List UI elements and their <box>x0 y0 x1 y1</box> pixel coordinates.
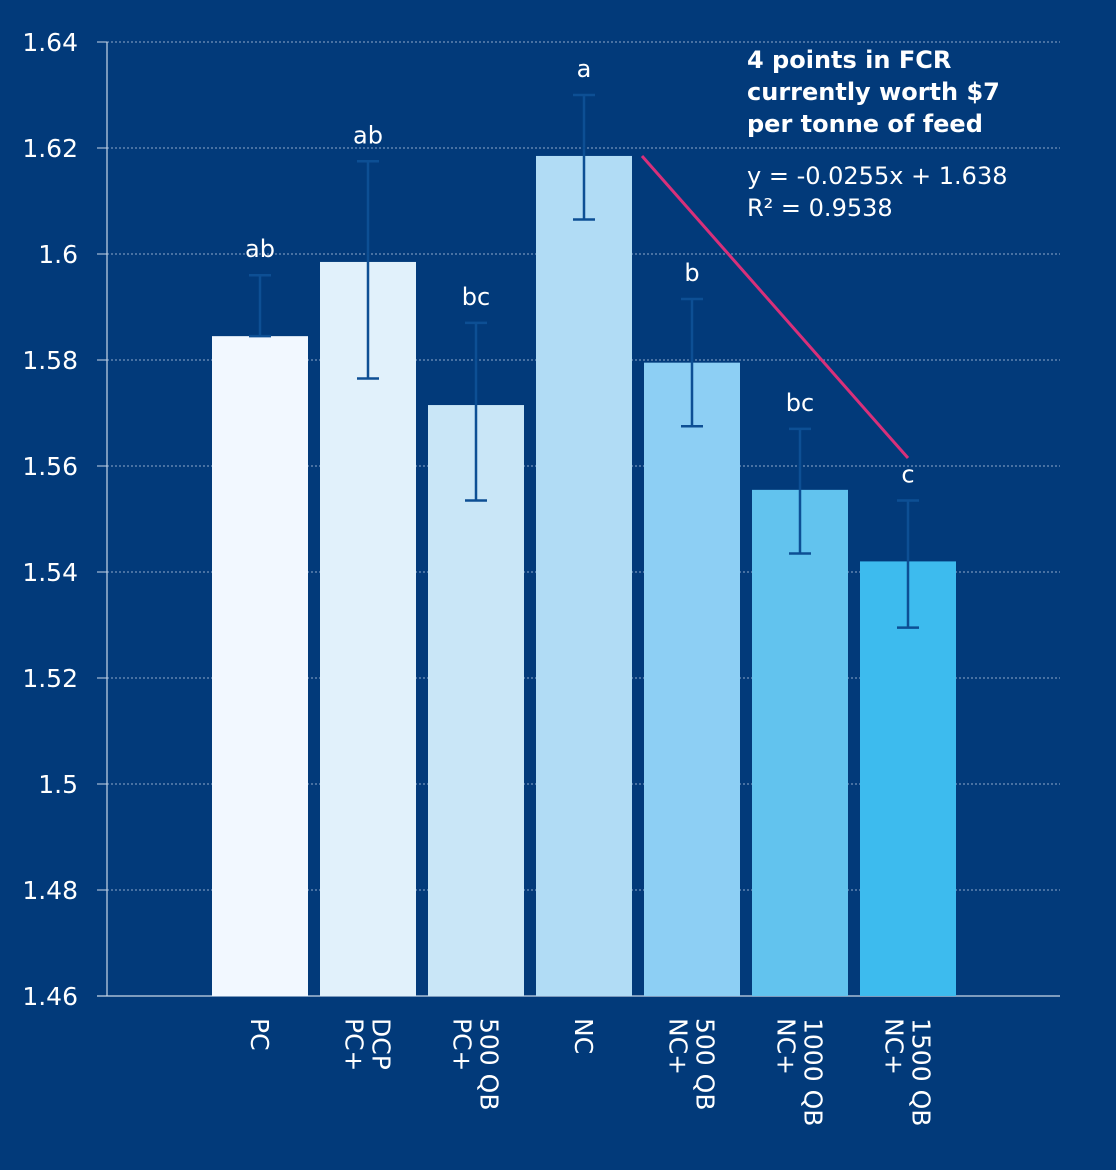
y-tick-label: 1.46 <box>22 982 78 1011</box>
significance-label: bc <box>786 389 814 417</box>
bar <box>428 405 524 996</box>
significance-label: b <box>684 259 699 287</box>
x-tick-label-line: NC+ <box>880 1018 909 1075</box>
y-tick-label: 1.48 <box>22 876 78 905</box>
significance-label: bc <box>462 283 490 311</box>
bar <box>752 489 848 996</box>
y-tick-label: 1.5 <box>38 770 78 799</box>
y-tick-label: 1.54 <box>22 558 78 587</box>
significance-label: a <box>577 55 592 83</box>
trendline-r-squared: R² = 0.9538 <box>747 194 893 222</box>
x-tick-label: NC+500 QB <box>664 1018 720 1111</box>
x-tick-label: PC+500 QB <box>448 1018 504 1111</box>
annotation-box: 4 points in FCR currently worth $7 per t… <box>747 44 1107 224</box>
y-tick-label: 1.52 <box>22 664 78 693</box>
y-tick-label: 1.62 <box>22 134 78 163</box>
x-tick-label-line: 500 QB <box>691 1018 720 1111</box>
bar <box>860 561 956 996</box>
y-tick-label: 1.6 <box>38 240 78 269</box>
x-tick-label-line: NC+ <box>664 1018 693 1075</box>
x-tick-label-line: PC+ <box>448 1018 477 1071</box>
significance-label: c <box>901 460 914 488</box>
x-tick-label-line: PC+ <box>340 1018 369 1071</box>
x-tick-label-line: 1500 QB <box>907 1018 936 1126</box>
x-tick-label: PC <box>245 1018 274 1051</box>
bar <box>644 362 740 996</box>
x-tick-label: PC+DCP <box>340 1018 396 1071</box>
x-tick-label: NC+1000 QB <box>772 1018 828 1126</box>
x-tick-label-line: 500 QB <box>475 1018 504 1111</box>
trendline <box>640 154 910 460</box>
y-tick-label: 1.56 <box>22 452 78 481</box>
x-tick-label-line: NC+ <box>772 1018 801 1075</box>
x-tick-label-line: PC <box>245 1018 274 1051</box>
significance-label: ab <box>245 235 275 263</box>
x-tick-label-line: NC <box>569 1018 598 1054</box>
x-tick-label-line: 1000 QB <box>799 1018 828 1126</box>
bar <box>212 336 308 996</box>
trendline-equation: y = -0.0255x + 1.638 <box>747 162 1008 190</box>
y-tick-label: 1.58 <box>22 346 78 375</box>
y-tick-label: 1.64 <box>22 28 78 57</box>
bar <box>536 155 632 996</box>
annotation-title: 4 points in FCR currently worth $7 per t… <box>747 46 1000 138</box>
x-tick-label: NC <box>569 1018 598 1054</box>
significance-label: ab <box>353 121 383 149</box>
bar <box>320 261 416 996</box>
x-tick-label: NC+1500 QB <box>880 1018 936 1126</box>
x-tick-label-line: DCP <box>367 1018 396 1070</box>
